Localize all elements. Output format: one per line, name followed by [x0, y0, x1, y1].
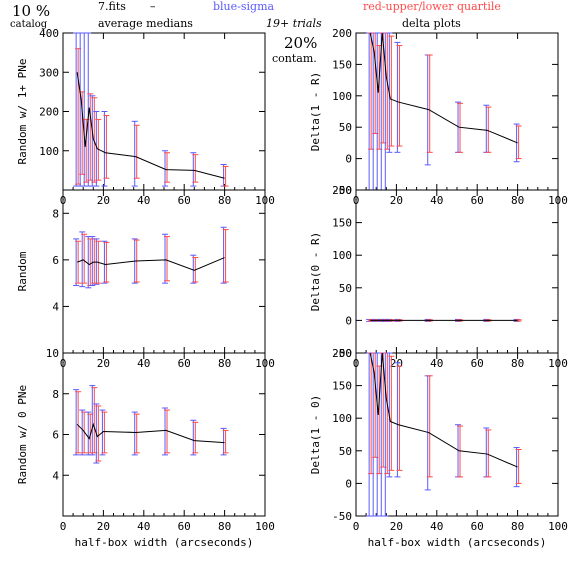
- y-tick-label: 0: [345, 314, 352, 327]
- y-tick-label: 200: [332, 347, 352, 360]
- y-tick-label: 50: [339, 445, 352, 458]
- header-trials: 19+ trials: [266, 17, 322, 30]
- x-tick-label: 40: [137, 357, 150, 370]
- x-tick-label: 80: [511, 520, 524, 533]
- x-tick-label: 100: [548, 520, 568, 533]
- x-tick-label: 80: [511, 194, 524, 207]
- y-tick-label: 150: [332, 217, 352, 230]
- y-tick-label: 50: [339, 282, 352, 295]
- x-tick-label: 60: [471, 194, 484, 207]
- header-delta-plots: delta plots: [402, 17, 461, 30]
- x-tick-label: 40: [137, 194, 150, 207]
- x-tick-label: 80: [218, 357, 231, 370]
- header-red-label: red-upper/lower quartile: [363, 0, 501, 13]
- y-tick-label: 8: [52, 207, 59, 220]
- y-tick-label: 10: [46, 347, 59, 360]
- y-tick-label: 4: [52, 300, 59, 313]
- x-tick-label: 80: [511, 357, 524, 370]
- x-axis-label: half-box width (arcseconds): [368, 536, 547, 549]
- plot-frame: [355, 32, 559, 191]
- x-tick-label: 40: [430, 520, 443, 533]
- median-line: [76, 257, 225, 271]
- plot-frame: [62, 32, 266, 191]
- x-tick-label: 20: [97, 194, 110, 207]
- y-tick-label: 100: [332, 90, 352, 103]
- y-tick-label: 6: [52, 429, 59, 442]
- x-tick-label: 40: [137, 520, 150, 533]
- y-tick-label: 50: [339, 121, 352, 134]
- y-tick-label: 8: [52, 388, 59, 401]
- x-tick-label: 80: [218, 194, 231, 207]
- y-axis-label: Random w/ 1+ PNe: [16, 59, 29, 165]
- x-tick-label: 40: [430, 194, 443, 207]
- y-axis-label: Delta(0 - R): [309, 232, 322, 311]
- y-tick-label: -50: [332, 347, 352, 360]
- plot-frame: [355, 352, 559, 517]
- plot-frame: [62, 189, 266, 354]
- y-tick-label: 100: [332, 412, 352, 425]
- x-tick-label: 60: [178, 194, 191, 207]
- y-tick-label: 6: [52, 254, 59, 267]
- y-tick-label: 0: [345, 153, 352, 166]
- y-tick-label: 100: [39, 145, 59, 158]
- y-tick-label: 300: [39, 66, 59, 79]
- x-tick-label: 80: [218, 520, 231, 533]
- y-tick-label: 400: [39, 27, 59, 40]
- y-axis-label: Random: [16, 251, 29, 291]
- y-tick-label: 150: [332, 58, 352, 71]
- y-tick-label: -50: [332, 510, 352, 523]
- y-tick-label: 200: [39, 106, 59, 119]
- header-average-medians: average medians: [98, 17, 193, 30]
- x-axis-label: half-box width (arcseconds): [75, 536, 254, 549]
- y-axis-label: Random w/ 0 PNe: [16, 385, 29, 484]
- header-contam-label: contam.: [272, 52, 317, 65]
- y-tick-label: 150: [332, 380, 352, 393]
- y-tick-label: 200: [332, 27, 352, 40]
- header-catalog-pct: 10 %: [12, 2, 50, 20]
- x-tick-label: 0: [353, 520, 360, 533]
- header-file: 7.fits: [98, 0, 126, 13]
- y-tick-label: 4: [52, 469, 59, 482]
- y-tick-label: 100: [332, 249, 352, 262]
- y-axis-label: Delta(1 - R): [309, 72, 322, 151]
- x-tick-label: 20: [390, 194, 403, 207]
- header-catalog-label: catalog: [10, 19, 48, 30]
- y-axis-label: Delta(1 - 0): [309, 395, 322, 474]
- median-line: [76, 422, 225, 444]
- median-line: [369, 32, 518, 144]
- header-dash: –: [150, 0, 156, 13]
- x-tick-label: 60: [471, 357, 484, 370]
- x-tick-label: 40: [430, 357, 443, 370]
- x-tick-label: 60: [178, 357, 191, 370]
- y-tick-label: -50: [332, 184, 352, 197]
- x-tick-label: 20: [97, 520, 110, 533]
- x-tick-label: 0: [60, 520, 67, 533]
- panel-p3: 0 20 40 60 80 100 4 6 8 10 Random w/ 0 PNe half-box…: [16, 347, 275, 549]
- header-contam-pct: 20%: [284, 34, 317, 52]
- plot-frame: [355, 189, 559, 354]
- x-tick-label: 20: [97, 357, 110, 370]
- x-tick-label: 60: [178, 520, 191, 533]
- x-tick-label: 100: [255, 520, 275, 533]
- x-tick-label: 20: [390, 520, 403, 533]
- y-tick-label: 0: [345, 477, 352, 490]
- y-tick-label: 200: [332, 184, 352, 197]
- x-tick-label: 60: [471, 520, 484, 533]
- median-line: [76, 72, 225, 179]
- header-blue-label: blue-sigma: [213, 0, 275, 13]
- median-line: [369, 352, 518, 468]
- plot-frame: [62, 352, 266, 517]
